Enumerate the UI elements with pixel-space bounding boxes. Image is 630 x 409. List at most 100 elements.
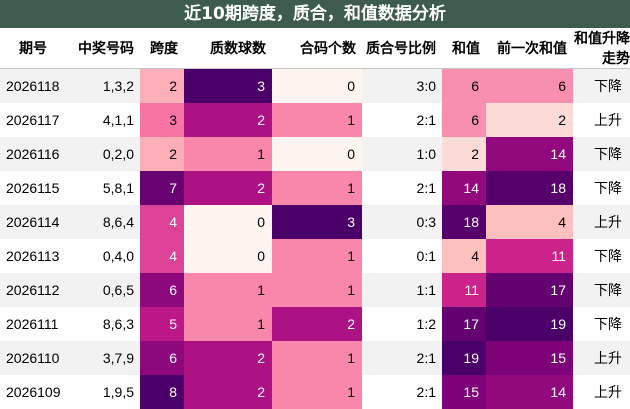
issue-cell: 2026109: [6, 384, 61, 400]
sum-cell: 19: [442, 341, 486, 375]
prev-sum-cell: 4: [486, 205, 573, 239]
trend-cell: 上升: [573, 341, 630, 375]
numbers-cell: 1,9,5: [102, 384, 134, 400]
ratio-cell: 0:1: [416, 248, 436, 264]
ratio-cell: 1:1: [362, 273, 442, 307]
trend-cell: 下降: [594, 316, 622, 332]
span-cell: 2: [140, 68, 184, 103]
col-header-issue: 期号: [0, 28, 72, 69]
prev-sum-cell: 17: [486, 273, 573, 307]
sum-cell: 2: [442, 137, 486, 171]
table-row: 2026118 1,3,2 2 3 0 3:0 6 6 下降: [0, 68, 630, 103]
ratio-cell: 0:3: [362, 205, 442, 239]
issue-cell: 2026116: [0, 137, 72, 171]
trend-cell: 下降: [594, 248, 622, 264]
table-row: 2026114 8,6,4 4 0 3 0:3 18 4 上升: [0, 205, 630, 239]
table-row: 2026113 0,4,0 4 0 1 0:1 4 11 下降: [0, 239, 630, 273]
table-row: 2026117 4,1,1 3 2 1 2:1 6 2 上升: [0, 103, 630, 137]
span-cell: 2: [140, 137, 184, 171]
prev-sum-cell: 14: [486, 137, 573, 171]
table-row: 2026112 0,6,5 6 1 1 1:1 11 17 下降: [0, 273, 630, 307]
table-row: 2026115 5,8,1 7 2 1 2:1 14 18 下降: [0, 171, 630, 205]
composite-count-cell: 0: [272, 137, 362, 171]
composite-count-cell: 1: [272, 103, 362, 137]
prime-count-cell: 1: [184, 137, 272, 171]
ratio-cell: 1:2: [416, 316, 436, 332]
numbers-cell: 8,6,4: [72, 205, 140, 239]
prev-sum-cell: 11: [486, 239, 573, 273]
numbers-cell: 8,6,3: [102, 316, 134, 332]
col-header-span: 跨度: [140, 28, 184, 69]
trend-cell: 下降: [573, 273, 630, 307]
table-row: 2026116 0,2,0 2 1 0 1:0 2 14 下降: [0, 137, 630, 171]
issue-cell: 2026113: [6, 248, 60, 264]
prev-sum-cell: 18: [486, 171, 573, 205]
span-cell: 7: [140, 171, 184, 205]
prime-count-cell: 2: [184, 171, 272, 205]
trend-cell: 下降: [573, 68, 630, 103]
prev-sum-cell: 15: [486, 341, 573, 375]
composite-count-cell: 3: [272, 205, 362, 239]
numbers-cell: 1,3,2: [72, 68, 140, 103]
issue-cell: 2026112: [0, 273, 72, 307]
prime-count-cell: 3: [184, 68, 272, 103]
sum-cell: 17: [442, 307, 486, 341]
sum-cell: 18: [442, 205, 486, 239]
numbers-cell: 4,1,1: [102, 112, 134, 128]
trend-cell: 下降: [573, 137, 630, 171]
span-cell: 8: [140, 375, 184, 409]
issue-cell: 2026110: [0, 341, 72, 375]
composite-count-cell: 1: [272, 171, 362, 205]
span-cell: 6: [140, 273, 184, 307]
table-row: 2026109 1,9,5 8 2 1 2:1 15 14 上升: [0, 375, 630, 409]
trend-cell: 下降: [594, 180, 622, 196]
numbers-cell: 0,2,0: [72, 137, 140, 171]
prev-sum-cell: 14: [486, 375, 573, 409]
prime-count-cell: 2: [184, 341, 272, 375]
numbers-cell: 0,4,0: [102, 248, 134, 264]
trend-cell: 上升: [573, 205, 630, 239]
col-header-trend: 和值升降走势: [573, 28, 630, 69]
col-header-numbers: 中奖号码: [72, 28, 140, 69]
sum-cell: 4: [442, 239, 486, 273]
issue-cell: 2026118: [0, 68, 72, 103]
numbers-cell: 3,7,9: [72, 341, 140, 375]
composite-count-cell: 1: [272, 239, 362, 273]
ratio-cell: 2:1: [362, 341, 442, 375]
prime-count-cell: 2: [184, 375, 272, 409]
prev-sum-cell: 19: [486, 307, 573, 341]
ratio-cell: 1:0: [362, 137, 442, 171]
prime-count-cell: 1: [184, 307, 272, 341]
composite-count-cell: 2: [272, 307, 362, 341]
col-header-sum: 和值: [442, 28, 486, 69]
issue-cell: 2026115: [6, 180, 60, 196]
sum-cell: 15: [442, 375, 486, 409]
numbers-cell: 0,6,5: [72, 273, 140, 307]
trend-cell: 上升: [594, 384, 622, 400]
prev-sum-cell: 6: [486, 68, 573, 103]
ratio-cell: 2:1: [416, 180, 436, 196]
table-row: 2026111 8,6,3 5 1 2 1:2 17 19 下降: [0, 307, 630, 341]
issue-cell: 2026117: [6, 112, 60, 128]
composite-count-cell: 1: [272, 341, 362, 375]
span-cell: 5: [140, 307, 184, 341]
span-cell: 6: [140, 341, 184, 375]
issue-cell: 2026114: [0, 205, 72, 239]
table-row: 2026110 3,7,9 6 2 1 2:1 19 15 上升: [0, 341, 630, 375]
sum-cell: 6: [442, 68, 486, 103]
analysis-table: 期号 中奖号码 跨度 质数球数 合码个数 质合号比例 和值 前一次和值 和值升降…: [0, 28, 630, 409]
prime-count-cell: 1: [184, 273, 272, 307]
span-cell: 4: [140, 239, 184, 273]
col-header-prime-count: 质数球数: [184, 28, 272, 69]
sum-cell: 11: [442, 273, 486, 307]
composite-count-cell: 1: [272, 375, 362, 409]
issue-cell: 2026111: [6, 316, 59, 332]
trend-cell: 上升: [594, 112, 622, 128]
col-header-composite-count: 合码个数: [272, 28, 362, 69]
prev-sum-cell: 2: [486, 103, 573, 137]
composite-count-cell: 0: [272, 68, 362, 103]
sum-cell: 6: [442, 103, 486, 137]
span-cell: 4: [140, 205, 184, 239]
header-row: 期号 中奖号码 跨度 质数球数 合码个数 质合号比例 和值 前一次和值 和值升降…: [0, 28, 630, 69]
prime-count-cell: 0: [184, 205, 272, 239]
